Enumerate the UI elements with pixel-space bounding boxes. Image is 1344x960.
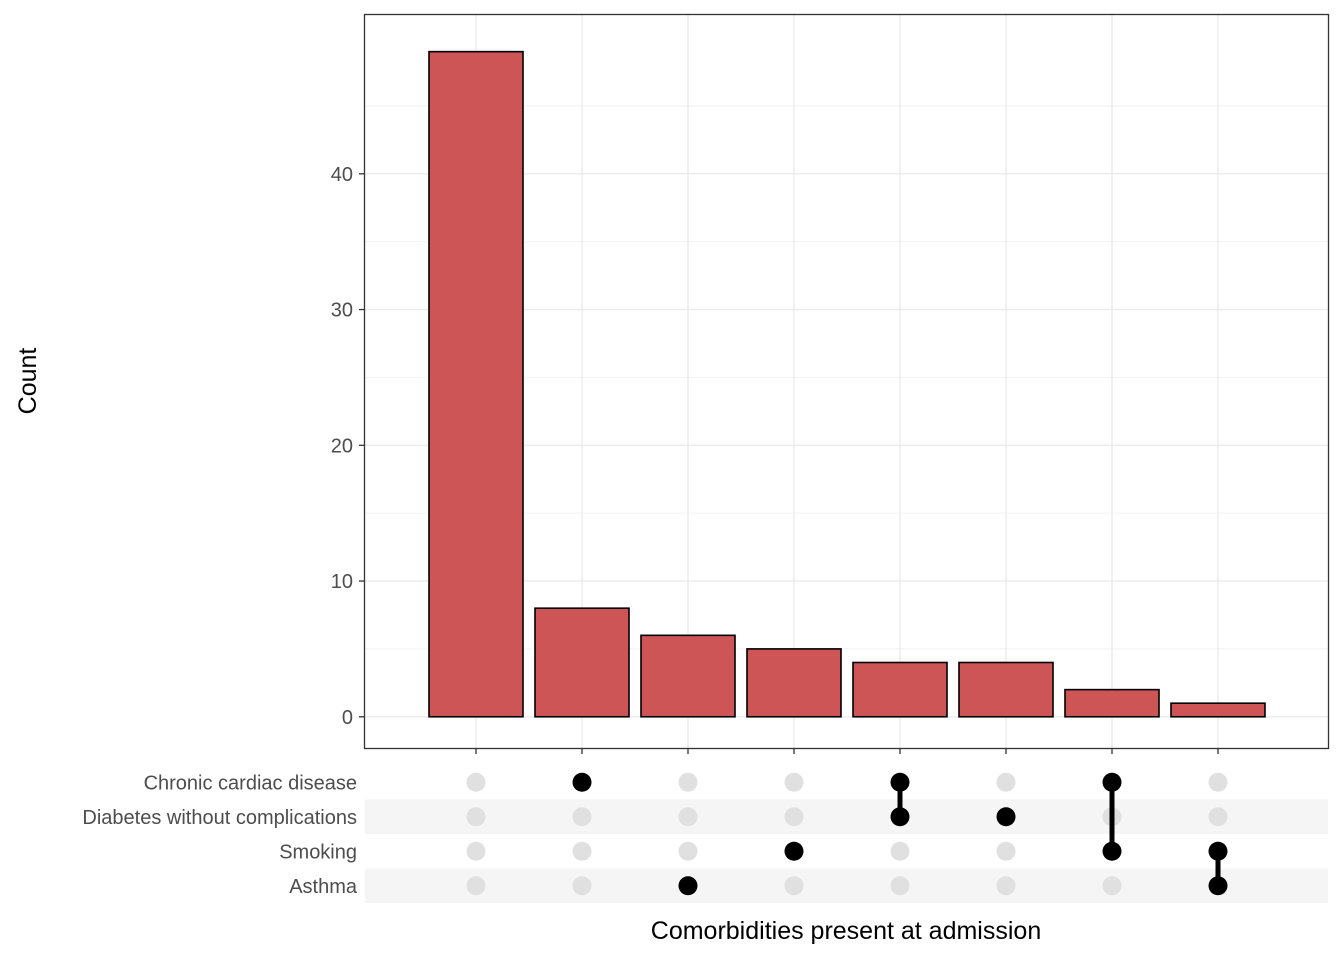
matrix-dot-empty	[1208, 772, 1228, 792]
matrix-dot-filled	[890, 807, 910, 827]
matrix-dot-filled	[996, 807, 1016, 827]
matrix-dot-empty	[572, 841, 592, 861]
set-label: Asthma	[289, 876, 358, 898]
matrix-dot-filled	[572, 772, 592, 792]
y-tick-label: 40	[331, 164, 353, 186]
y-tick-label: 0	[342, 707, 353, 729]
matrix-dot-empty	[996, 841, 1016, 861]
minor-gridlines	[365, 105, 1328, 650]
y-axis-ticks: 0 10 20 30 40	[331, 164, 365, 729]
matrix-dot-empty	[784, 807, 804, 827]
matrix-dot-empty	[466, 772, 486, 792]
matrix-row-stripe	[365, 799, 1328, 834]
matrix-dot-empty	[784, 876, 804, 896]
bar	[428, 50, 524, 718]
matrix-dot-empty	[1102, 876, 1122, 896]
matrix-dot-empty	[890, 841, 910, 861]
x-axis-ticks	[475, 748, 1219, 754]
matrix-dot-filled	[1208, 876, 1228, 896]
bar	[640, 634, 736, 718]
matrix-dot-empty	[678, 772, 698, 792]
y-tick-label: 30	[331, 300, 353, 322]
matrix-dot-empty	[678, 841, 698, 861]
matrix-dot-empty	[996, 876, 1016, 896]
bar	[958, 661, 1054, 718]
bars	[428, 50, 1266, 718]
set-label: Diabetes without complications	[82, 807, 357, 829]
matrix-dot-empty	[572, 807, 592, 827]
bar	[1170, 702, 1266, 718]
matrix-dot-filled	[1102, 772, 1122, 792]
matrix-dot-empty	[890, 876, 910, 896]
matrix-dot-filled	[1102, 841, 1122, 861]
matrix-dot-empty	[466, 841, 486, 861]
bar	[534, 607, 630, 718]
y-tick-label: 20	[331, 435, 353, 457]
y-axis-title: Count	[14, 348, 42, 415]
matrix-dot-filled	[784, 841, 804, 861]
set-label: Smoking	[279, 841, 357, 863]
y-tick-label: 10	[331, 571, 353, 593]
matrix-dot-empty	[1208, 807, 1228, 827]
matrix-row-stripe	[365, 868, 1328, 903]
matrix-dot-filled	[1208, 841, 1228, 861]
matrix-dot-filled	[678, 876, 698, 896]
matrix-dot-empty	[572, 876, 592, 896]
matrix-dot-filled	[890, 772, 910, 792]
bar	[746, 648, 842, 718]
bar	[852, 661, 948, 718]
matrix-dot-empty	[784, 772, 804, 792]
x-axis-title: Comorbidities present at admission	[651, 917, 1041, 945]
bar	[1064, 688, 1160, 718]
matrix-dot-empty	[466, 876, 486, 896]
matrix-dot-empty	[996, 772, 1016, 792]
matrix-dot-empty	[678, 807, 698, 827]
set-label: Chronic cardiac disease	[144, 772, 357, 794]
matrix-dot-empty	[466, 807, 486, 827]
plot-panel-border	[363, 13, 1330, 750]
intersection-matrix: Chronic cardiac disease Diabetes without …	[82, 772, 1328, 903]
